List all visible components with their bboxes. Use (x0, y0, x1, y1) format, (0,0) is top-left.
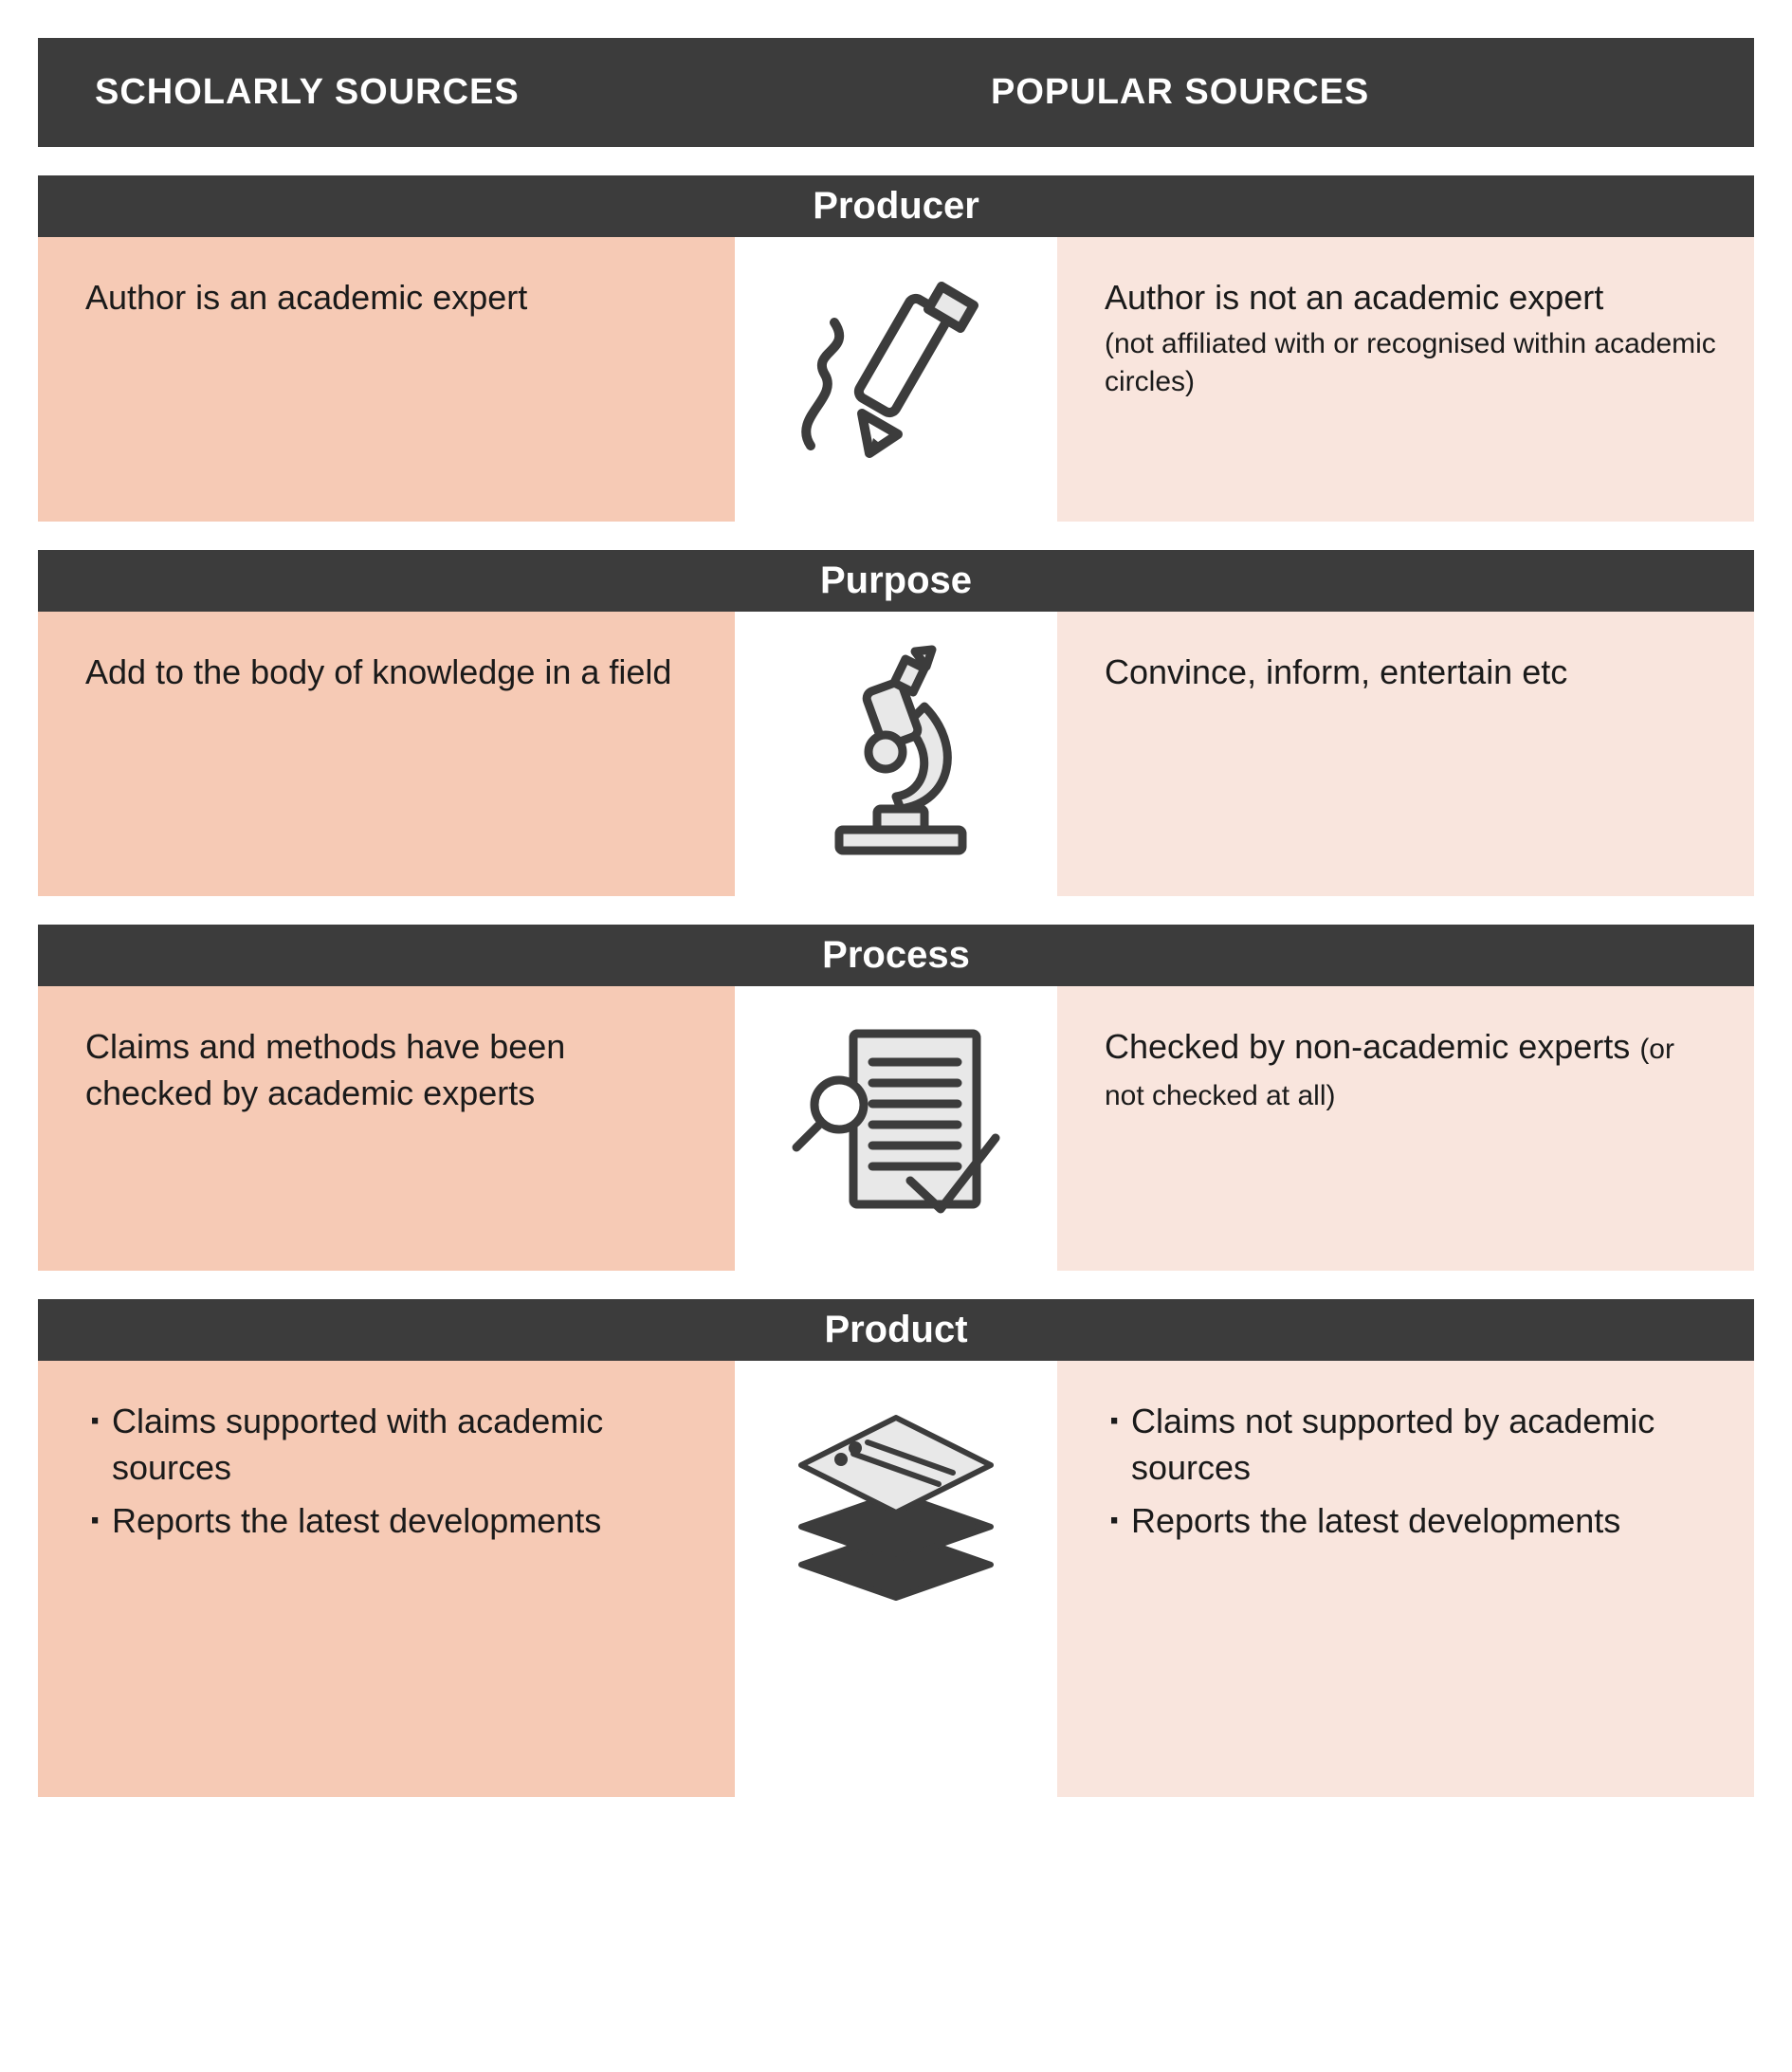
comparison-infographic: SCHOLARLY SOURCES POPULAR SOURCES Produc… (38, 38, 1754, 1797)
list-item: Claims not supported by academic sources (1105, 1399, 1716, 1491)
header-bar: SCHOLARLY SOURCES POPULAR SOURCES (38, 38, 1754, 147)
product-icon-cell (735, 1361, 1057, 1797)
purpose-icon-cell (735, 612, 1057, 896)
process-popular-text: Checked by non-academic experts (1105, 1027, 1630, 1066)
producer-popular-sub: (not affiliated with or recognised withi… (1105, 325, 1716, 402)
purpose-popular-text: Convince, inform, entertain etc (1057, 612, 1754, 896)
product-scholarly-cell: Claims supported with academic sources R… (38, 1361, 735, 1797)
process-popular-cell: Checked by non-academic experts (or not … (1057, 986, 1754, 1271)
producer-icon-cell (735, 237, 1057, 522)
list-item: Reports the latest developments (85, 1498, 697, 1545)
producer-popular-cell: Author is not an academic expert (not af… (1057, 237, 1754, 522)
list-item: Reports the latest developments (1105, 1498, 1716, 1545)
section-product: Product Claims supported with academic s… (38, 1299, 1754, 1797)
section-header: Process (38, 925, 1754, 986)
process-scholarly-text: Claims and methods have been checked by … (38, 986, 735, 1271)
section-purpose: Purpose Add to the body of knowledge in … (38, 550, 1754, 896)
producer-scholarly-text: Author is an academic expert (38, 237, 735, 522)
pencil-icon (782, 266, 1010, 474)
microscope-icon (792, 640, 1000, 868)
stack-icon (773, 1389, 1019, 1617)
process-icon-cell (735, 986, 1057, 1271)
header-popular: POPULAR SOURCES (801, 72, 1697, 113)
producer-popular-text: Author is not an academic expert (1105, 278, 1603, 317)
purpose-scholarly-text: Add to the body of knowledge in a field (38, 612, 735, 896)
section-process: Process Claims and methods have been che… (38, 925, 1754, 1271)
product-popular-list: Claims not supported by academic sources… (1105, 1399, 1716, 1545)
section-header: Product (38, 1299, 1754, 1361)
section-producer: Producer Author is an academic expert Au… (38, 175, 1754, 522)
header-scholarly: SCHOLARLY SOURCES (95, 72, 801, 113)
list-item: Claims supported with academic sources (85, 1399, 697, 1491)
product-scholarly-list: Claims supported with academic sources R… (85, 1399, 697, 1545)
product-popular-cell: Claims not supported by academic sources… (1057, 1361, 1754, 1797)
document-check-icon (787, 1015, 1005, 1242)
section-header: Producer (38, 175, 1754, 237)
section-header: Purpose (38, 550, 1754, 612)
